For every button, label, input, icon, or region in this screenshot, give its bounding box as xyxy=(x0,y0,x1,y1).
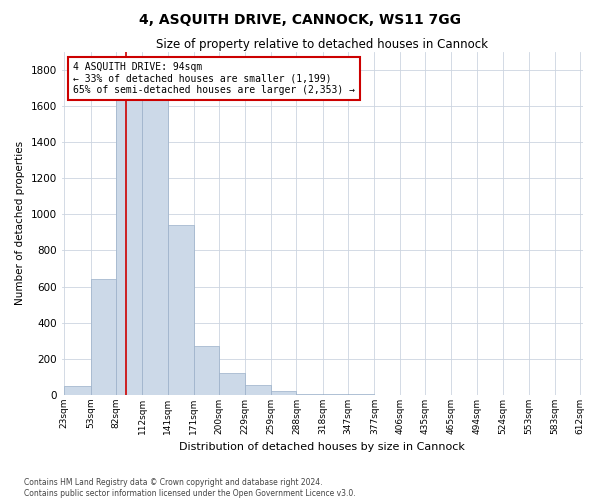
Bar xyxy=(116,84,142,395)
Text: Contains HM Land Registry data © Crown copyright and database right 2024.
Contai: Contains HM Land Registry data © Crown c… xyxy=(24,478,356,498)
Title: Size of property relative to detached houses in Cannock: Size of property relative to detached ho… xyxy=(156,38,488,51)
Bar xyxy=(167,225,194,395)
Bar xyxy=(323,394,348,395)
Bar xyxy=(296,394,323,395)
Bar xyxy=(220,374,245,395)
Text: 4, ASQUITH DRIVE, CANNOCK, WS11 7GG: 4, ASQUITH DRIVE, CANNOCK, WS11 7GG xyxy=(139,12,461,26)
Bar xyxy=(64,386,91,395)
Y-axis label: Number of detached properties: Number of detached properties xyxy=(15,142,25,306)
Text: 4 ASQUITH DRIVE: 94sqm
← 33% of detached houses are smaller (1,199)
65% of semi-: 4 ASQUITH DRIVE: 94sqm ← 33% of detached… xyxy=(73,62,355,95)
Bar xyxy=(271,392,296,395)
Bar xyxy=(91,280,116,395)
Bar xyxy=(245,385,271,395)
Bar xyxy=(348,394,374,395)
Bar xyxy=(142,84,167,395)
Bar xyxy=(194,346,220,395)
X-axis label: Distribution of detached houses by size in Cannock: Distribution of detached houses by size … xyxy=(179,442,465,452)
